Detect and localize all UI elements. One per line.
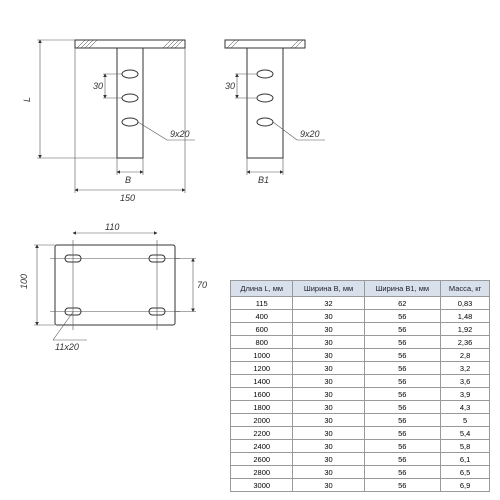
table-cell: 2,8 [441, 349, 490, 362]
table-cell: 3,9 [441, 388, 490, 401]
table-cell: 32 [293, 297, 364, 310]
table-cell: 6,9 [441, 479, 490, 492]
table-cell: 2800 [231, 466, 293, 479]
web-slots [122, 70, 138, 126]
table-cell: 30 [293, 466, 364, 479]
table-cell: 3000 [231, 479, 293, 492]
table-cell: 30 [293, 362, 364, 375]
table-cell: 30 [293, 401, 364, 414]
table-cell: 56 [364, 466, 441, 479]
table-row: 100030562,8 [231, 349, 490, 362]
table-cell: 1600 [231, 388, 293, 401]
table-row: 80030562,36 [231, 336, 490, 349]
table-cell: 2000 [231, 414, 293, 427]
table-row: 40030561,48 [231, 310, 490, 323]
dim-30-left: 30 [93, 81, 103, 91]
table-cell: 30 [293, 440, 364, 453]
table-cell: 3,6 [441, 375, 490, 388]
table-cell: 56 [364, 310, 441, 323]
table-row: 180030564,3 [231, 401, 490, 414]
table-cell: 2600 [231, 453, 293, 466]
table-row: 60030561,92 [231, 323, 490, 336]
table-cell: 1200 [231, 362, 293, 375]
table-row: 260030566,1 [231, 453, 490, 466]
table-cell: 30 [293, 310, 364, 323]
dim-110: 110 [105, 222, 119, 232]
table-cell: 62 [364, 297, 441, 310]
table-cell: 1000 [231, 349, 293, 362]
dim-30-right: 30 [225, 81, 235, 91]
spec-table: Длина L, ммШирина В, ммШирина В1, ммМасс… [230, 280, 490, 492]
table-cell: 1400 [231, 375, 293, 388]
table-row: 300030566,9 [231, 479, 490, 492]
table-row: 220030565,4 [231, 427, 490, 440]
table-cell: 2400 [231, 440, 293, 453]
table-row: 240030565,8 [231, 440, 490, 453]
table-cell: 0,83 [441, 297, 490, 310]
table-cell: 1800 [231, 401, 293, 414]
col-header: Ширина В1, мм [364, 281, 441, 297]
table-cell: 30 [293, 375, 364, 388]
table-cell: 30 [293, 336, 364, 349]
dim-70: 70 [197, 280, 207, 290]
table-cell: 6,5 [441, 466, 490, 479]
dim-9x20-right: 9x20 [300, 129, 320, 139]
table-cell: 4,3 [441, 401, 490, 414]
table-cell: 56 [364, 427, 441, 440]
table-cell: 5 [441, 414, 490, 427]
table-cell: 2,36 [441, 336, 490, 349]
table-row: 200030565 [231, 414, 490, 427]
table-cell: 56 [364, 401, 441, 414]
dim-11x20: 11x20 [55, 342, 79, 352]
dim-9x20-left: 9x20 [170, 129, 190, 139]
table-row: 140030563,6 [231, 375, 490, 388]
table-row: 280030566,5 [231, 466, 490, 479]
table-cell: 30 [293, 323, 364, 336]
col-header: Масса, кг [441, 281, 490, 297]
dim-150: 150 [120, 193, 135, 203]
table-cell: 56 [364, 479, 441, 492]
view-plan: 110 100 70 11x20 [19, 222, 207, 352]
table-cell: 56 [364, 362, 441, 375]
col-header: Длина L, мм [231, 281, 293, 297]
table-cell: 2200 [231, 427, 293, 440]
table-cell: 3,2 [441, 362, 490, 375]
table-cell: 6,1 [441, 453, 490, 466]
table-cell: 56 [364, 453, 441, 466]
table-cell: 56 [364, 375, 441, 388]
table-row: 120030563,2 [231, 362, 490, 375]
dim-B1: B1 [258, 175, 269, 185]
table-row: 11532620,83 [231, 297, 490, 310]
table-cell: 115 [231, 297, 293, 310]
table-cell: 5,8 [441, 440, 490, 453]
table-cell: 30 [293, 427, 364, 440]
table-cell: 30 [293, 414, 364, 427]
table-cell: 1,48 [441, 310, 490, 323]
table-row: 160030563,9 [231, 388, 490, 401]
dim-100: 100 [19, 274, 29, 289]
dim-L-group: L [22, 40, 117, 158]
table-cell: 1,92 [441, 323, 490, 336]
table-cell: 400 [231, 310, 293, 323]
table-cell: 30 [293, 349, 364, 362]
table-cell: 800 [231, 336, 293, 349]
table-cell: 56 [364, 323, 441, 336]
dim-L: L [22, 97, 32, 102]
view-side: 30 9x20 B1 [225, 40, 325, 185]
spec-table-wrap: Длина L, ммШирина В, ммШирина В1, ммМасс… [230, 280, 490, 492]
table-cell: 5,4 [441, 427, 490, 440]
col-header: Ширина В, мм [293, 281, 364, 297]
table-cell: 56 [364, 336, 441, 349]
table-cell: 56 [364, 349, 441, 362]
table-cell: 30 [293, 388, 364, 401]
table-cell: 56 [364, 388, 441, 401]
table-cell: 56 [364, 414, 441, 427]
table-cell: 30 [293, 453, 364, 466]
dim-B: B [125, 175, 131, 185]
table-cell: 30 [293, 479, 364, 492]
table-cell: 600 [231, 323, 293, 336]
view-front: 9x20 30 B 150 [75, 40, 195, 203]
table-cell: 56 [364, 440, 441, 453]
